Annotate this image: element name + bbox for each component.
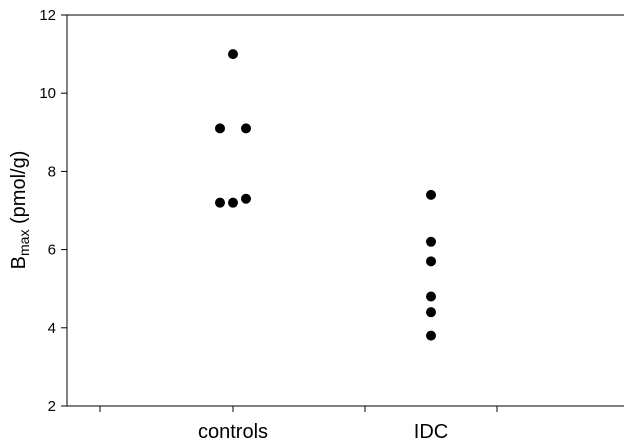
data-point [426, 236, 436, 247]
data-point [215, 123, 225, 134]
data-point [426, 291, 436, 302]
data-point [215, 197, 225, 208]
y-tick-label: 8 [48, 163, 56, 180]
y-tick-label: 12 [39, 7, 56, 24]
y-axis-title-subscript: max [16, 230, 32, 256]
data-point [241, 123, 251, 134]
y-axis: 2 4 6 8 10 12 [39, 7, 624, 415]
data-points [215, 49, 436, 341]
y-tick-label: 10 [39, 85, 56, 102]
data-point [426, 256, 436, 267]
data-point [426, 307, 436, 318]
data-point [228, 49, 238, 60]
y-axis-title-main: B [8, 256, 30, 269]
data-point [241, 193, 251, 204]
x-category-label: IDC [414, 421, 448, 443]
y-tick-label: 2 [48, 398, 56, 415]
x-axis: controls IDC [67, 405, 624, 443]
x-category-label: controls [198, 421, 268, 443]
data-point [426, 189, 436, 200]
y-tick-label: 6 [48, 242, 56, 259]
data-point [426, 330, 436, 341]
y-axis-title-rest: (pmol/g) [8, 151, 30, 230]
y-axis-title: Bmax (pmol/g) [8, 151, 32, 270]
y-tick-label: 4 [48, 320, 56, 337]
data-point [228, 197, 238, 208]
